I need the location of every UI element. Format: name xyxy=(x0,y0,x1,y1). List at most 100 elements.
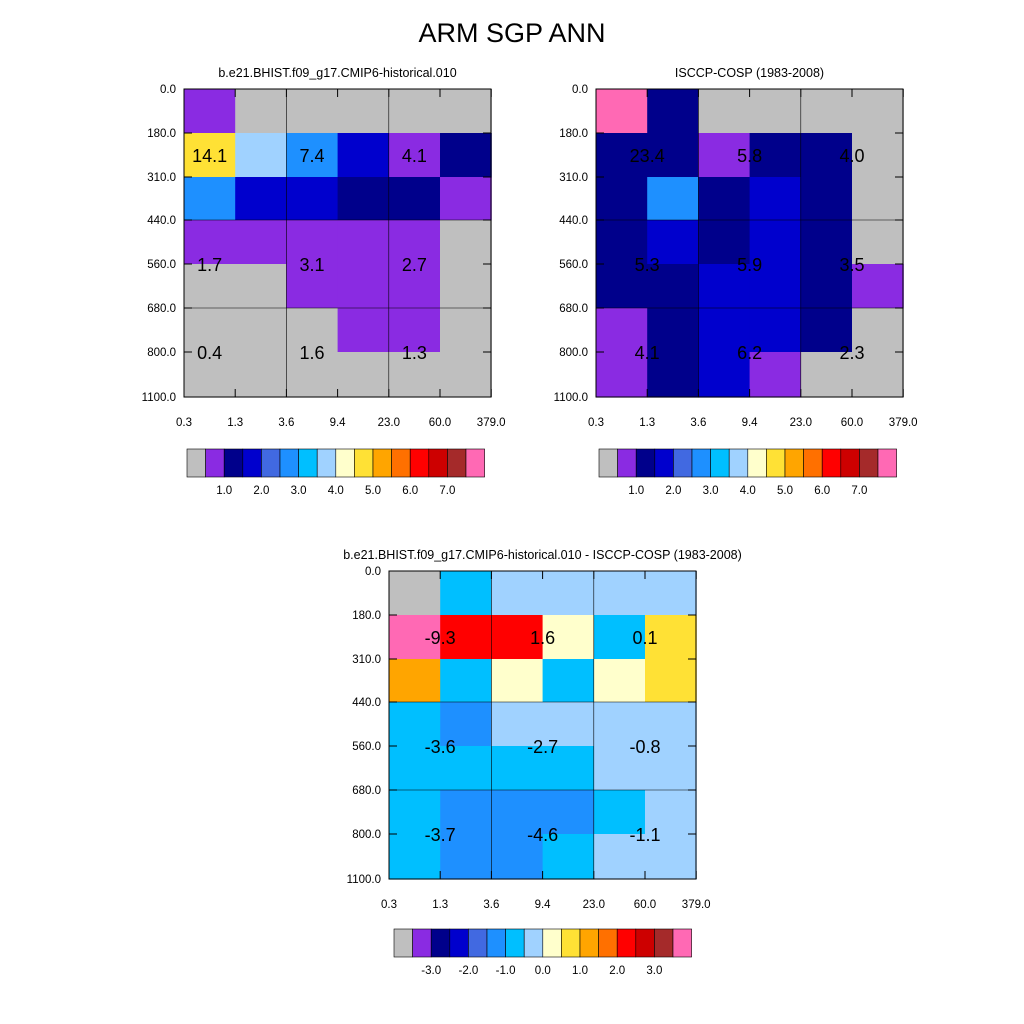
colorbar-swatch xyxy=(298,448,318,478)
heatmap-cell xyxy=(749,352,802,398)
heatmap-cell xyxy=(852,89,904,134)
colorbar-swatch xyxy=(616,928,637,958)
colorbar-swatch xyxy=(186,448,206,478)
colorbar-swatch xyxy=(468,928,488,958)
heatmap-cell xyxy=(337,133,390,178)
data-label: 6.2 xyxy=(737,343,762,363)
heatmap-cell xyxy=(749,220,802,265)
heatmap-cell xyxy=(184,308,236,353)
heatmap-cell xyxy=(235,220,287,265)
data-label: -2.7 xyxy=(527,737,558,757)
heatmap-cell xyxy=(440,746,492,791)
heatmap-cell xyxy=(337,264,390,309)
heatmap-cell xyxy=(235,89,287,134)
colorbar-label: 1.0 xyxy=(572,965,588,977)
heatmap-cell xyxy=(440,659,492,703)
heatmap-cell xyxy=(647,133,699,178)
heatmap-cell xyxy=(645,659,697,703)
colorbar-swatch xyxy=(316,448,337,478)
heatmap-cell xyxy=(440,220,492,265)
colorbar-swatch xyxy=(391,448,411,478)
heatmap-cell xyxy=(647,177,699,221)
page-title: ARM SGP ANN xyxy=(418,18,606,48)
colorbar-label: -1.0 xyxy=(496,965,516,977)
colorbar-label: 7.0 xyxy=(851,485,867,497)
heatmap-cell xyxy=(800,308,853,353)
x-tick-label: 1.3 xyxy=(432,899,448,911)
colorbar-swatch xyxy=(747,448,767,478)
heatmap-cell xyxy=(800,177,853,221)
heatmap-cell xyxy=(440,352,492,398)
x-tick-label: 9.4 xyxy=(742,417,759,429)
colorbar-label: 2.0 xyxy=(253,485,269,497)
heatmap-cell xyxy=(235,352,287,398)
data-label: 1.6 xyxy=(299,343,324,363)
data-label: -9.3 xyxy=(425,628,456,648)
heatmap-cell xyxy=(286,352,339,398)
heatmap-cell xyxy=(286,220,339,265)
y-tick-label: 800.0 xyxy=(147,347,176,359)
heatmap-cell xyxy=(491,659,544,703)
colorbar-label: 3.0 xyxy=(291,485,307,497)
colorbar-swatch xyxy=(710,448,730,478)
data-label: 23.4 xyxy=(630,146,665,166)
heatmap-cell xyxy=(593,702,646,747)
heatmap-cell xyxy=(593,571,646,616)
y-tick-label: 680.0 xyxy=(147,303,176,315)
colorbar-swatch xyxy=(691,448,711,478)
y-tick-label: 180.0 xyxy=(559,128,588,140)
colorbar-label: -2.0 xyxy=(458,965,478,977)
colorbar: 1.0 2.0 3.0 4.0 5.0 6.0 7.0 xyxy=(598,448,897,497)
heatmap-cell xyxy=(596,264,648,309)
heatmap-cell xyxy=(749,133,802,178)
heatmap-cell xyxy=(542,834,595,880)
heatmap-cell xyxy=(596,89,648,134)
x-tick-label: 23.0 xyxy=(378,417,400,429)
y-tick-label: 0.0 xyxy=(160,84,176,96)
heatmap-cell xyxy=(389,615,441,660)
colorbar-swatch xyxy=(877,448,897,478)
heatmap-cell xyxy=(235,177,287,221)
data-label: 2.7 xyxy=(402,255,427,275)
colorbar-label: 6.0 xyxy=(814,485,830,497)
y-tick-label: 680.0 xyxy=(352,785,381,797)
heatmap-cell xyxy=(388,220,441,265)
colorbar-swatch xyxy=(673,448,693,478)
heatmap-cell xyxy=(647,264,699,309)
y-tick-label: 1100.0 xyxy=(142,392,176,404)
colorbar-swatch xyxy=(728,448,749,478)
heatmap-cell xyxy=(852,308,904,353)
colorbar-label: 7.0 xyxy=(439,485,455,497)
data-label: -1.1 xyxy=(629,825,660,845)
data-label: 1.6 xyxy=(530,628,555,648)
y-tick-label: 440.0 xyxy=(352,697,381,709)
x-tick-label: 3.6 xyxy=(278,417,294,429)
heatmap-cell xyxy=(542,571,595,616)
x-tick-label: 0.3 xyxy=(381,899,397,911)
colorbar-swatch xyxy=(430,928,451,958)
y-tick-label: 440.0 xyxy=(559,215,588,227)
colorbar-label: 4.0 xyxy=(328,485,344,497)
y-tick-label: 560.0 xyxy=(147,259,176,271)
heatmap-cell xyxy=(388,308,441,353)
x-tick-label: 23.0 xyxy=(583,899,605,911)
heatmap-cell xyxy=(645,790,697,835)
data-label: 4.1 xyxy=(402,146,427,166)
colorbar-label: 3.0 xyxy=(646,965,662,977)
colorbar-swatch xyxy=(766,448,786,478)
heatmap-cell xyxy=(388,264,441,309)
data-label: 5.8 xyxy=(737,146,762,166)
heatmap-cell xyxy=(337,89,390,134)
heatmap-cell xyxy=(184,133,236,178)
colorbar-label: 0.0 xyxy=(535,965,551,977)
heatmap-cell xyxy=(596,133,648,178)
y-tick-label: 180.0 xyxy=(147,128,176,140)
heatmap-cell xyxy=(491,790,544,835)
heatmap-cell xyxy=(852,177,904,221)
heatmap-cell xyxy=(645,834,697,880)
colorbar-swatch xyxy=(409,448,430,478)
heatmap-cell xyxy=(440,89,492,134)
colorbar-swatch xyxy=(561,928,581,958)
data-label: 1.7 xyxy=(197,255,222,275)
heatmap-cell xyxy=(389,790,441,835)
